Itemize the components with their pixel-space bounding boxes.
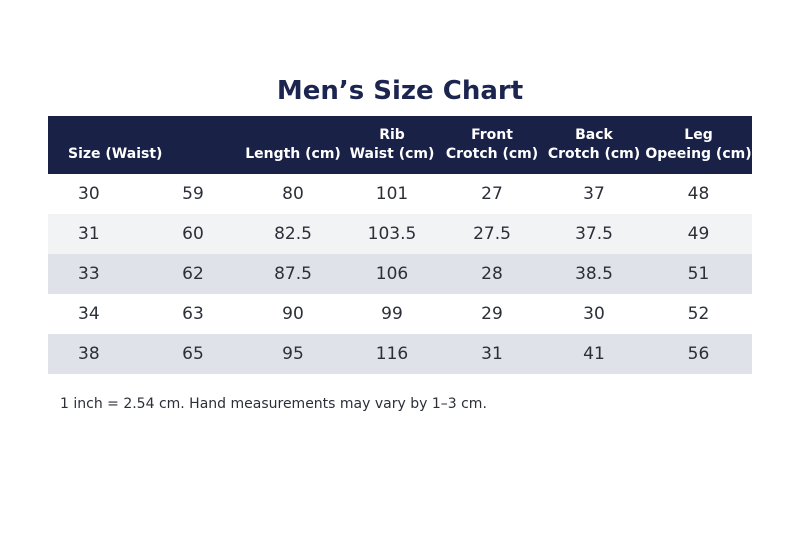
cell-size: 31 xyxy=(78,224,100,244)
cell-length: 95 xyxy=(282,344,304,364)
cell-back-crotch: 37 xyxy=(583,184,605,204)
cell-waist: 62 xyxy=(182,264,204,284)
cell-size: 38 xyxy=(78,344,100,364)
header-back-crotch: Back Crotch (cm) xyxy=(547,127,641,162)
cell-leg-opening: 48 xyxy=(687,184,710,204)
cell-leg-opening: 51 xyxy=(687,264,710,284)
cell-front-crotch: 27.5 xyxy=(473,224,511,244)
cell-leg-opening: 49 xyxy=(687,224,710,244)
header-rib-waist: Rib Waist (cm) xyxy=(349,127,435,162)
cell-rib-waist: 103.5 xyxy=(367,224,417,244)
cell-length: 80 xyxy=(282,184,304,204)
cell-size: 34 xyxy=(78,304,100,324)
table-row: 34 63 90 99 29 30 52 xyxy=(48,294,752,334)
header-leg-opening: Leg Opeeing (cm) xyxy=(645,127,752,162)
size-table: Size (Waist) Length (cm) Rib Waist (cm) … xyxy=(48,116,752,374)
cell-rib-waist: 106 xyxy=(375,264,409,284)
cell-front-crotch: 28 xyxy=(481,264,503,284)
cell-rib-waist: 99 xyxy=(381,304,403,324)
cell-waist: 63 xyxy=(182,304,204,324)
cell-back-crotch: 30 xyxy=(583,304,605,324)
cell-size: 30 xyxy=(78,184,100,204)
table-header: Size (Waist) Length (cm) Rib Waist (cm) … xyxy=(48,116,752,174)
cell-waist: 60 xyxy=(182,224,204,244)
cell-leg-opening: 52 xyxy=(687,304,710,324)
cell-rib-waist: 116 xyxy=(375,344,409,364)
cell-waist: 59 xyxy=(182,184,204,204)
header-size-waist: Size (Waist) xyxy=(68,146,163,162)
header-length: Length (cm) xyxy=(245,146,341,162)
cell-front-crotch: 29 xyxy=(481,304,503,324)
cell-back-crotch: 37.5 xyxy=(575,224,613,244)
table-row: 38 65 95 116 31 41 56 xyxy=(48,334,752,374)
header-front-crotch: Front Crotch (cm) xyxy=(445,127,539,162)
cell-length: 90 xyxy=(282,304,304,324)
page-title: Men’s Size Chart xyxy=(276,76,524,106)
cell-front-crotch: 31 xyxy=(481,344,503,364)
cell-leg-opening: 56 xyxy=(687,344,710,364)
cell-length: 87.5 xyxy=(274,264,312,284)
cell-front-crotch: 27 xyxy=(481,184,503,204)
header-blank xyxy=(173,116,243,174)
cell-back-crotch: 41 xyxy=(583,344,605,364)
cell-waist: 65 xyxy=(182,344,204,364)
table-row: 30 59 80 101 27 37 48 xyxy=(48,174,752,214)
cell-rib-waist: 101 xyxy=(375,184,409,204)
table-row: 33 62 87.5 106 28 38.5 51 xyxy=(48,254,752,294)
measurement-note: 1 inch = 2.54 cm. Hand measurements may … xyxy=(60,396,487,412)
cell-back-crotch: 38.5 xyxy=(575,264,613,284)
cell-size: 33 xyxy=(78,264,100,284)
table-row: 31 60 82.5 103.5 27.5 37.5 49 xyxy=(48,214,752,254)
cell-length: 82.5 xyxy=(274,224,312,244)
